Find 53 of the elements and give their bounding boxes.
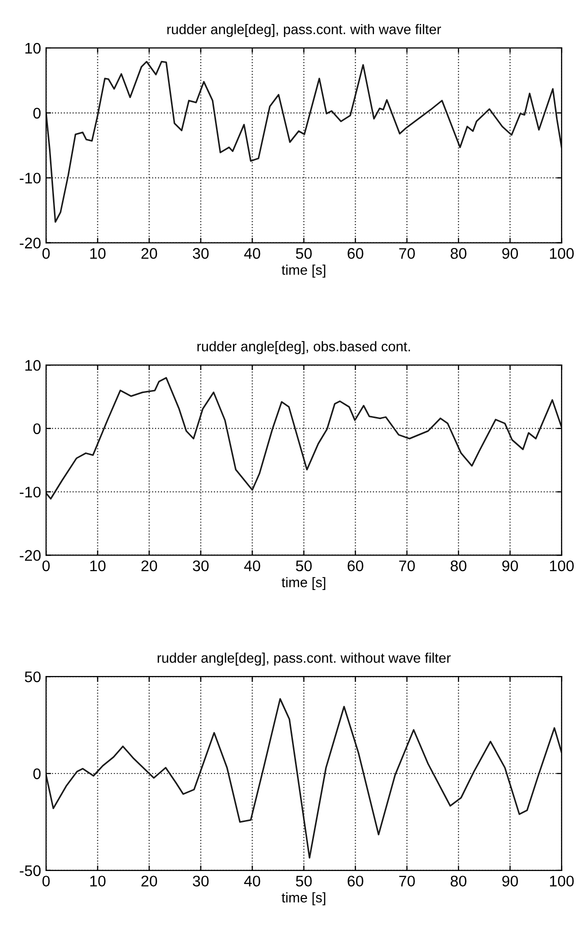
x-tick-label: 100 xyxy=(550,560,574,572)
x-tick-label: 100 xyxy=(550,876,574,887)
x-tick-label: 30 xyxy=(192,560,209,572)
y-tick-label: -20 xyxy=(20,238,41,248)
y-tick-label: 10 xyxy=(25,42,41,54)
x-tick-label: 60 xyxy=(348,248,364,259)
line-series xyxy=(46,377,562,500)
x-tick-label: 60 xyxy=(348,876,364,887)
y-tick-label: -20 xyxy=(20,550,41,561)
x-tick-label: 70 xyxy=(399,248,415,259)
x-axis-title: time [s] xyxy=(282,577,326,590)
x-tick-label: 0 xyxy=(42,876,50,887)
x-tick-label: 20 xyxy=(141,248,158,259)
chart-title: rudder angle[deg], obs.based cont. xyxy=(197,341,410,354)
x-tick-label: 40 xyxy=(244,248,260,259)
y-tick-label: 0 xyxy=(33,108,41,119)
x-tick-label: 50 xyxy=(296,248,312,259)
x-tick-label: 90 xyxy=(502,248,518,259)
x-tick-label: 10 xyxy=(90,560,106,572)
x-tick-label: 20 xyxy=(141,876,158,887)
x-tick-label: 40 xyxy=(244,560,260,572)
x-tick-label: 80 xyxy=(450,876,466,887)
line-series xyxy=(46,698,562,859)
line-series xyxy=(46,60,562,223)
x-tick-label: 30 xyxy=(192,248,209,259)
x-tick-label: 90 xyxy=(502,876,518,887)
x-tick-label: 10 xyxy=(90,876,106,887)
y-tick-label: 0 xyxy=(33,423,41,434)
x-tick-label: 10 xyxy=(90,248,106,259)
y-tick-label: -10 xyxy=(20,486,41,498)
x-tick-label: 100 xyxy=(550,248,574,259)
x-tick-label: 80 xyxy=(450,248,466,259)
x-tick-label: 90 xyxy=(502,560,518,572)
x-axis-title: time [s] xyxy=(282,264,326,278)
x-tick-label: 20 xyxy=(141,560,158,572)
x-tick-label: 70 xyxy=(399,560,415,572)
x-tick-label: 80 xyxy=(450,560,466,572)
x-tick-label: 0 xyxy=(42,248,50,259)
x-tick-label: 60 xyxy=(348,560,364,572)
x-tick-label: 30 xyxy=(192,876,209,887)
chart-title: rudder angle[deg], pass.cont. with wave filter xyxy=(167,24,442,37)
y-tick-label: 50 xyxy=(24,671,41,682)
x-tick-label: 50 xyxy=(296,560,312,572)
x-axis-title: time [s] xyxy=(282,892,326,906)
y-tick-label: 0 xyxy=(33,768,41,780)
y-tick-label: -10 xyxy=(20,172,41,184)
chart-title: rudder angle[deg], pass.cont. without wave filter xyxy=(158,652,451,666)
x-tick-label: 0 xyxy=(42,560,50,572)
y-tick-label: -50 xyxy=(20,865,41,876)
x-tick-label: 70 xyxy=(399,876,415,887)
x-tick-label: 50 xyxy=(296,876,312,887)
y-tick-label: 10 xyxy=(25,360,41,371)
x-tick-label: 40 xyxy=(244,876,260,887)
